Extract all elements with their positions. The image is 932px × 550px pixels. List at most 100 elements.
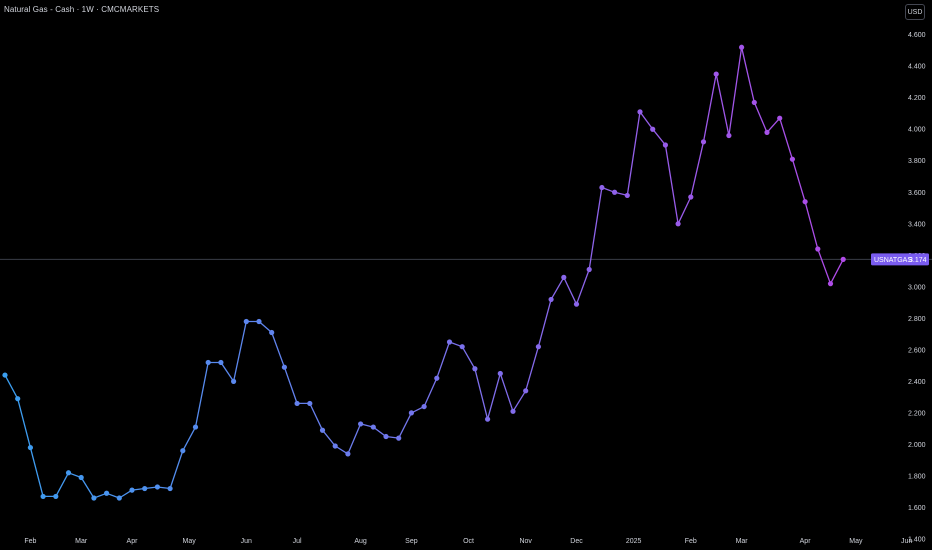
data-point — [446, 339, 453, 345]
y-tick-label: 1.800 — [908, 473, 926, 480]
x-tick-label: Dec — [570, 538, 583, 545]
data-point — [662, 142, 669, 148]
data-point — [358, 421, 364, 427]
x-tick-label: 2025 — [626, 538, 642, 545]
data-point — [231, 378, 237, 384]
data-point — [154, 484, 160, 490]
data-point — [408, 410, 414, 416]
data-point — [624, 192, 630, 199]
data-point — [637, 109, 643, 115]
series-polyline — [4, 46, 844, 499]
data-point — [40, 493, 46, 500]
data-point — [104, 490, 110, 496]
data-point — [764, 129, 770, 135]
x-tick-label: Feb — [685, 538, 697, 545]
data-point — [777, 115, 783, 121]
data-point — [472, 366, 478, 372]
data-point — [573, 301, 580, 307]
data-point — [180, 448, 186, 454]
data-point — [53, 493, 59, 500]
x-tick-label: Sep — [405, 538, 418, 545]
x-tick-label: Jul — [293, 538, 302, 545]
y-tick-label: 3.600 — [908, 190, 926, 197]
data-point — [2, 372, 8, 378]
data-point — [65, 470, 72, 476]
chart-title: Natural Gas - Cash · 1W · CMCMARKETS — [4, 5, 160, 14]
y-tick-label: 4.200 — [908, 95, 926, 102]
data-point — [205, 359, 211, 366]
data-point — [599, 184, 605, 191]
x-axis: Feb Mar Apr May Jun Jul Aug Sep Oct Nov Dec 2025 Feb… — [24, 538, 912, 545]
y-tick-label: 4.400 — [908, 64, 926, 71]
data-point — [510, 408, 516, 414]
data-point — [485, 416, 491, 422]
x-tick-label: May — [183, 538, 197, 545]
data-point — [827, 281, 834, 287]
price-tag-background — [871, 253, 929, 266]
data-point — [91, 495, 97, 501]
data-point — [345, 451, 351, 457]
data-point — [256, 318, 262, 325]
data-point — [713, 71, 719, 77]
y-tick-label: 1.400 — [908, 536, 926, 543]
y-tick-label: 2.600 — [908, 347, 926, 354]
data-point — [523, 388, 529, 394]
data-point — [840, 256, 846, 262]
y-tick-label: 3.400 — [908, 221, 926, 228]
data-point — [116, 495, 122, 501]
data-point — [218, 359, 224, 366]
data-point — [700, 139, 707, 145]
data-point — [688, 194, 694, 200]
y-tick-label: 3.000 — [908, 284, 926, 291]
x-tick-label: Nov — [519, 538, 532, 545]
data-point — [497, 370, 503, 377]
x-tick-label: Aug — [354, 538, 367, 545]
data-point — [802, 199, 808, 205]
data-point — [383, 433, 389, 440]
data-point — [815, 246, 821, 252]
data-point — [269, 329, 275, 336]
data-point — [586, 266, 592, 273]
data-point — [370, 424, 376, 430]
x-tick-label: Apr — [127, 538, 139, 545]
y-tick-label: 2.200 — [908, 410, 926, 417]
data-point — [192, 424, 199, 430]
data-point — [675, 221, 681, 227]
data-point — [307, 400, 313, 407]
y-tick-label: 2.000 — [908, 442, 926, 449]
data-point — [535, 344, 542, 350]
data-point — [421, 403, 427, 410]
x-tick-label: Jun — [241, 538, 252, 545]
y-tick-label: 4.000 — [908, 127, 926, 134]
data-point — [396, 435, 402, 441]
y-axis: 1.400 1.600 1.800 2.000 2.200 2.400 2.600 2.800… — [908, 32, 926, 543]
data-points — [2, 44, 846, 501]
data-point — [281, 364, 287, 370]
x-tick-label: Apr — [800, 538, 812, 545]
price-tag-value: 3.174 — [909, 257, 927, 264]
data-point — [319, 427, 326, 433]
data-point — [739, 44, 745, 50]
series-line — [4, 46, 844, 499]
data-point — [459, 344, 465, 350]
x-tick-label: Oct — [463, 538, 474, 545]
data-point — [548, 296, 554, 303]
x-tick-label: Mar — [75, 538, 88, 545]
price-tag-symbol: USNATGAS — [874, 257, 912, 264]
data-point — [561, 274, 567, 280]
x-tick-label: Feb — [24, 538, 36, 545]
y-tick-label: 2.400 — [908, 379, 926, 386]
x-tick-label: Mar — [736, 538, 749, 545]
y-tick-label: 1.600 — [908, 505, 926, 512]
data-point — [78, 474, 84, 481]
currency-button[interactable]: USD — [905, 4, 925, 20]
data-point — [434, 375, 440, 381]
data-point — [789, 156, 796, 162]
data-point — [294, 400, 300, 407]
x-tick-label: May — [849, 538, 863, 545]
data-point — [15, 396, 21, 402]
data-point — [650, 126, 656, 132]
data-point — [27, 444, 33, 451]
